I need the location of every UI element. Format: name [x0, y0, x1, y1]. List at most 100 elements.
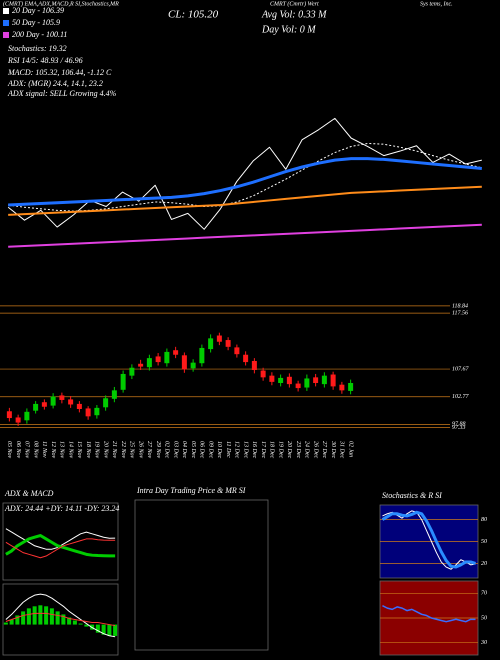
candle-body: [59, 395, 65, 400]
y-tick-label: 97.88: [452, 422, 466, 428]
x-tick-label: 02 Jan: [347, 441, 353, 457]
legend-swatch: [3, 32, 9, 38]
candle-body: [278, 377, 284, 383]
histogram-bar: [15, 615, 20, 625]
legend-swatch: [3, 20, 9, 26]
series-line: [7, 117, 482, 230]
candle-body: [41, 402, 47, 407]
header-title: CMRT (Cmrtr) Wert: [270, 0, 319, 7]
histogram-bar: [84, 624, 89, 627]
info-line: ADX signal: SELL Growing 4.4%: [7, 89, 117, 98]
histogram-bar: [72, 620, 77, 625]
x-tick-label: 06 Nov: [15, 441, 21, 459]
histogram-bar: [26, 608, 31, 625]
x-tick-label: 05 Nov: [6, 441, 12, 459]
panel-frame: [2, 583, 119, 656]
x-tick-label: 29 Nov: [155, 441, 161, 459]
candle-body: [251, 360, 257, 370]
candle-body: [234, 347, 240, 355]
x-tick-label: 22 Nov: [120, 441, 126, 459]
series-line: [8, 157, 482, 207]
candle-body: [155, 356, 161, 363]
x-tick-label: 26 Dec: [312, 441, 318, 458]
legend-label: 20 Day - 106.39: [12, 6, 64, 15]
header-title: Sys tems, Inc.: [420, 1, 453, 7]
y-tick-label: 118.84: [452, 302, 468, 309]
x-tick-label: 06 Dec: [199, 441, 205, 458]
histogram-bar: [113, 624, 118, 636]
x-tick-label: 20 Dec: [286, 441, 292, 458]
info-line: RSI 14/5: 48.93 / 46.96: [7, 56, 83, 65]
candle-body: [260, 370, 266, 378]
panel-title: Stochastics & R SI: [382, 491, 442, 500]
x-tick-label: 02 Dec: [164, 441, 170, 458]
info-line: MACD: 105.32, 106.44, -1.12 C: [7, 68, 112, 77]
candle-body: [6, 411, 12, 419]
x-tick-label: 19 Dec: [277, 441, 283, 458]
candle-body: [24, 411, 30, 421]
candle-body: [33, 403, 39, 411]
info-line: Stochastics: 19.32: [8, 44, 67, 53]
candle-body: [321, 375, 327, 385]
candle-body: [216, 335, 222, 342]
candle-body: [286, 376, 292, 385]
histogram-bar: [101, 624, 106, 635]
histogram-bar: [55, 611, 60, 625]
candle-body: [181, 355, 187, 370]
x-tick-label: 13 Dec: [242, 441, 248, 458]
x-tick-label: 27 Dec: [321, 441, 327, 458]
histogram-bar: [95, 624, 100, 633]
x-tick-label: 10 Dec: [216, 441, 222, 458]
histogram-bar: [32, 606, 37, 625]
candle-body: [225, 340, 231, 347]
x-tick-label: 11 Dec: [225, 441, 231, 458]
x-tick-label: 17 Dec: [260, 441, 266, 458]
y-tick-label: 80: [481, 517, 487, 523]
candle-body: [190, 362, 196, 369]
histogram-bar: [67, 617, 72, 625]
candle-body: [68, 399, 74, 405]
y-tick-label: 30: [480, 640, 487, 646]
candle-body: [269, 375, 275, 382]
histogram-bar: [61, 614, 66, 625]
candle-body: [111, 390, 117, 399]
x-tick-label: 03 Dec: [172, 441, 178, 458]
legend-label: 200 Day - 100.11: [12, 30, 67, 39]
candle-body: [313, 377, 319, 383]
series-line: [381, 510, 476, 569]
candle-body: [138, 363, 144, 367]
candle-body: [50, 396, 56, 406]
y-tick-label: 97.33: [452, 425, 466, 431]
x-tick-label: 05 Dec: [190, 441, 196, 458]
y-tick-label: 70: [481, 591, 487, 597]
x-tick-label: 09 Dec: [207, 441, 213, 458]
x-tick-label: 08 Nov: [32, 441, 38, 459]
candle-body: [15, 417, 21, 423]
header-title: (CMRT) EMA,ADX,MACD,R SI,Stochastics,MR: [3, 0, 119, 7]
y-tick-label: 102.77: [452, 394, 470, 400]
x-tick-label: 11 Nov: [41, 441, 47, 458]
series-line: [8, 185, 482, 216]
candle-body: [173, 350, 179, 355]
candle-body: [304, 378, 310, 388]
panel-title: Intra Day Trading Price & MR SI: [136, 486, 246, 495]
x-tick-label: 25 Nov: [129, 441, 135, 459]
series-line: [382, 510, 476, 570]
candle-body: [348, 383, 354, 391]
x-tick-label: 21 Nov: [111, 441, 117, 459]
x-tick-label: 16 Dec: [251, 441, 257, 458]
candle-body: [295, 383, 301, 389]
avg-volume: Avg Vol: 0.33 M: [261, 9, 327, 20]
x-tick-label: 24 Dec: [304, 441, 311, 458]
histogram-bar: [107, 624, 112, 636]
histogram-bar: [78, 623, 83, 625]
x-tick-label: 27 Nov: [146, 441, 152, 459]
histogram-bar: [44, 606, 49, 625]
x-tick-label: 31 Dec: [339, 440, 345, 458]
x-tick-label: 19 Nov: [94, 441, 100, 459]
x-tick-label: 15 Nov: [76, 441, 82, 459]
series-line: [382, 604, 476, 623]
y-tick-label: 117.56: [452, 311, 468, 317]
x-tick-label: 04 Dec: [181, 441, 188, 458]
